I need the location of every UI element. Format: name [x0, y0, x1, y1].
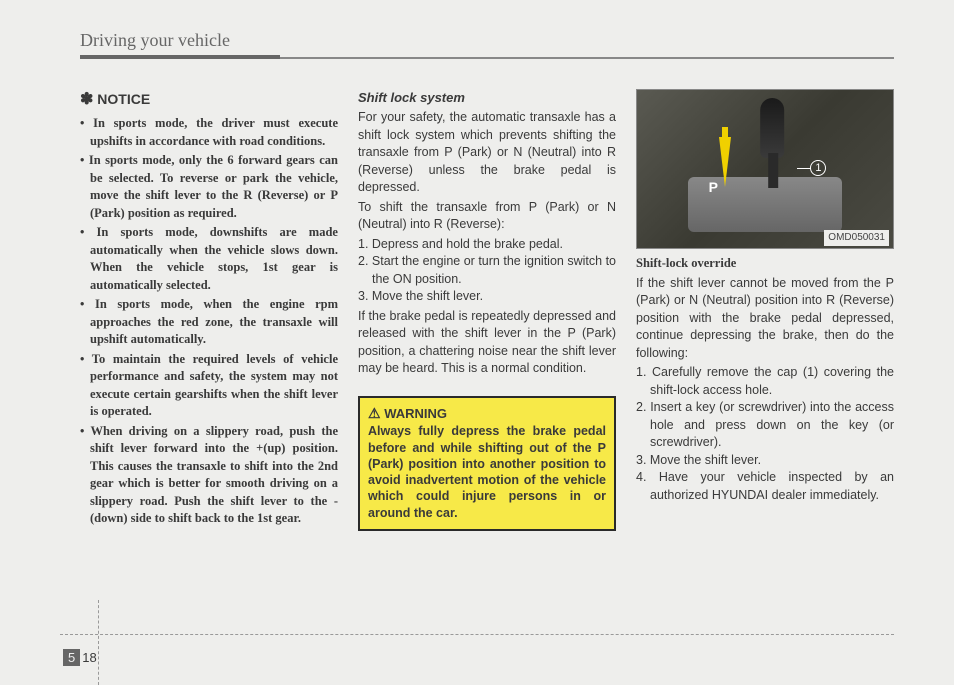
notice-item: To maintain the required levels of vehic…: [80, 351, 338, 421]
column-1: ✽ NOTICE In sports mode, the driver must…: [80, 89, 338, 531]
page-number-value: 18: [82, 650, 96, 665]
shift-lock-p3: If the brake pedal is repeatedly depress…: [358, 308, 616, 378]
notice-heading: ✽ NOTICE: [80, 89, 338, 111]
notice-item: In sports mode, only the 6 forward gears…: [80, 152, 338, 222]
figure-p-label: P: [709, 178, 718, 198]
step-item: 3. Move the shift lever.: [636, 452, 894, 470]
column-3: P 1 OMD050031 Shift-lock override If the…: [636, 89, 894, 531]
notice-item: When driving on a slippery road, push th…: [80, 423, 338, 528]
page-title: Driving your vehicle: [80, 30, 230, 50]
step-item: 2. Insert a key (or screwdriver) into th…: [636, 399, 894, 452]
figure-marker-1: 1: [810, 160, 826, 176]
shift-lock-p2: To shift the transaxle from P (Park) or …: [358, 199, 616, 234]
warning-heading: ⚠ WARNING: [368, 404, 606, 424]
footer-rule: [60, 634, 894, 641]
warning-triangle-icon: ⚠: [368, 405, 381, 421]
footer-vline: [98, 600, 99, 685]
notice-item: In sports mode, when the engine rpm appr…: [80, 296, 338, 349]
page: Driving your vehicle ✽ NOTICE In sports …: [0, 0, 954, 531]
figure-arrow-icon: [719, 137, 731, 187]
step-item: 1. Depress and hold the brake pedal.: [358, 236, 616, 254]
step-item: 3. Move the shift lever.: [358, 288, 616, 306]
figure-shifter: [760, 98, 784, 158]
chapter-number: 5: [63, 649, 80, 666]
step-item: 1. Carefully remove the cap (1) covering…: [636, 364, 894, 399]
notice-star-icon: ✽: [80, 91, 93, 108]
override-p1: If the shift lever cannot be moved from …: [636, 275, 894, 363]
shift-lock-title: Shift lock system: [358, 89, 616, 107]
page-number: 518: [63, 650, 97, 665]
notice-item: In sports mode, downshifts are made auto…: [80, 224, 338, 294]
warning-box: ⚠ WARNING Always fully depress the brake…: [358, 396, 616, 531]
shift-lock-steps: 1. Depress and hold the brake pedal. 2. …: [358, 236, 616, 306]
override-title: Shift-lock override: [636, 255, 894, 273]
page-header: Driving your vehicle: [80, 30, 894, 59]
notice-label: NOTICE: [97, 91, 150, 107]
warning-text: Always fully depress the brake pedal bef…: [368, 423, 606, 521]
shift-lock-figure: P 1 OMD050031: [636, 89, 894, 249]
override-steps: 1. Carefully remove the cap (1) covering…: [636, 364, 894, 504]
notice-item: In sports mode, the driver must execute …: [80, 115, 338, 150]
warning-label: WARNING: [384, 406, 447, 421]
step-item: 2. Start the engine or turn the ignition…: [358, 253, 616, 288]
shift-lock-p1: For your safety, the automatic transaxle…: [358, 109, 616, 197]
step-item: 4. Have your vehicle inspected by an aut…: [636, 469, 894, 504]
notice-list: In sports mode, the driver must execute …: [80, 115, 338, 528]
content-columns: ✽ NOTICE In sports mode, the driver must…: [80, 89, 894, 531]
figure-code: OMD050031: [824, 230, 889, 246]
column-2: Shift lock system For your safety, the a…: [358, 89, 616, 531]
